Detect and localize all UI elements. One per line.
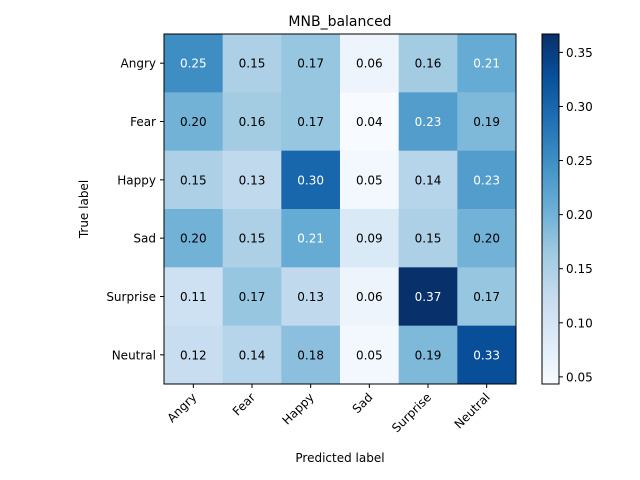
heatmap-cell	[281, 150, 341, 210]
heatmap-cell	[340, 150, 400, 210]
heatmap-cell	[457, 92, 517, 152]
heatmap-cell	[457, 325, 517, 385]
cell-value-label: 0.11	[180, 290, 207, 304]
heatmap-cell	[281, 325, 341, 385]
cell-value-label: 0.09	[356, 232, 383, 246]
heatmap-cell	[281, 34, 341, 93]
heatmap-cells: 0.25 0.15 0.17 0.06 0.16 0.21 0.20 0.16 0.17 0.04…	[164, 34, 517, 385]
cell-value-label: 0.19	[415, 348, 442, 362]
heatmap-cell	[398, 92, 458, 152]
cell-value-label: 0.14	[415, 173, 442, 187]
cell-value-label: 0.05	[356, 348, 383, 362]
y-tick-label: Sad	[133, 232, 156, 246]
cell-value-label: 0.20	[473, 232, 500, 246]
heatmap-cell	[281, 209, 341, 268]
cell-value-label: 0.16	[239, 115, 266, 129]
cell-value-label: 0.15	[180, 173, 207, 187]
heatmap-cell	[398, 325, 458, 385]
heatmap-cell	[222, 150, 282, 210]
heatmap-cell	[398, 34, 458, 93]
heatmap-cell	[457, 150, 517, 210]
cell-value-label: 0.04	[356, 115, 383, 129]
heatmap-frame	[163, 33, 517, 385]
heatmap-cell	[222, 209, 282, 268]
y-tick-label: Happy	[117, 173, 156, 187]
cell-value-label: 0.17	[239, 290, 266, 304]
y-tick-label: Angry	[121, 57, 156, 71]
cell-value-label: 0.16	[415, 57, 442, 71]
x-axis-label: Predicted label	[295, 451, 384, 465]
cell-value-label: 0.17	[473, 290, 500, 304]
colorbar-tick-label: 0.20	[566, 208, 593, 222]
y-axis-ticks: Angry Fear Happy Sad Surprise Neutral	[106, 57, 164, 362]
colorbar-tick-label: 0.30	[566, 100, 593, 114]
cell-value-label: 0.17	[297, 57, 324, 71]
cell-value-label: 0.20	[180, 232, 207, 246]
heatmap-cell	[164, 325, 224, 385]
y-tick-label: Fear	[130, 115, 156, 129]
cell-value-label: 0.06	[356, 57, 383, 71]
heatmap-cell	[222, 267, 282, 327]
cell-value-label: 0.20	[180, 115, 207, 129]
colorbar-tick-label: 0.35	[566, 46, 593, 60]
heatmap-cell	[164, 209, 224, 268]
cell-value-label: 0.06	[356, 290, 383, 304]
cell-value-label: 0.15	[415, 232, 442, 246]
cell-value-label: 0.30	[297, 173, 324, 187]
cell-value-label: 0.17	[297, 115, 324, 129]
heatmap-cell	[340, 267, 400, 327]
cell-value-label: 0.13	[239, 173, 266, 187]
cell-value-label: 0.37	[415, 290, 442, 304]
heatmap-cell	[457, 34, 517, 93]
chart-title: MNB_balanced	[288, 14, 391, 30]
cell-value-label: 0.19	[473, 115, 500, 129]
heatmap-cell	[398, 267, 458, 327]
cell-value-label: 0.05	[356, 173, 383, 187]
heatmap-cell	[340, 34, 400, 93]
heatmap-cell	[281, 267, 341, 327]
colorbar-frame	[541, 33, 560, 385]
colorbar-gradient	[542, 34, 559, 384]
colorbar-tick-label: 0.05	[566, 370, 593, 384]
cell-value-label: 0.15	[239, 232, 266, 246]
heatmap-cell	[340, 325, 400, 385]
heatmap-cell	[340, 92, 400, 152]
cell-value-label: 0.33	[473, 348, 500, 362]
cell-value-label: 0.15	[239, 57, 266, 71]
heatmap-cell	[164, 150, 224, 210]
heatmap-cell	[164, 267, 224, 327]
cell-value-label: 0.23	[473, 173, 500, 187]
heatmap-cell	[222, 92, 282, 152]
heatmap-cell	[457, 267, 517, 327]
colorbar-tick-label: 0.10	[566, 316, 593, 330]
cell-value-label: 0.21	[297, 232, 324, 246]
colorbar: 0.05 0.10 0.15 0.20 0.25 0.30 0.35	[541, 33, 593, 385]
cell-value-label: 0.18	[297, 348, 324, 362]
y-tick-label: Surprise	[106, 290, 156, 304]
colorbar-tick-label: 0.15	[566, 262, 593, 276]
heatmap-cell	[281, 92, 341, 152]
cell-value-label: 0.21	[473, 57, 500, 71]
heatmap-cell	[457, 209, 517, 268]
cell-value-label: 0.14	[239, 348, 266, 362]
y-tick-label: Neutral	[112, 348, 156, 362]
heatmap-cell	[222, 325, 282, 385]
cell-value-label: 0.25	[180, 57, 207, 71]
colorbar-tick-label: 0.25	[566, 154, 593, 168]
y-axis-label: True label	[77, 180, 91, 239]
cell-value-label: 0.12	[180, 348, 207, 362]
heatmap-cell	[164, 34, 224, 93]
cell-value-label: 0.23	[415, 115, 442, 129]
heatmap-cell	[164, 92, 224, 152]
heatmap-cell	[222, 34, 282, 93]
cell-value-label: 0.13	[297, 290, 324, 304]
heatmap-cell	[398, 150, 458, 210]
heatmap-cell	[340, 209, 400, 268]
heatmap-cell	[398, 209, 458, 268]
